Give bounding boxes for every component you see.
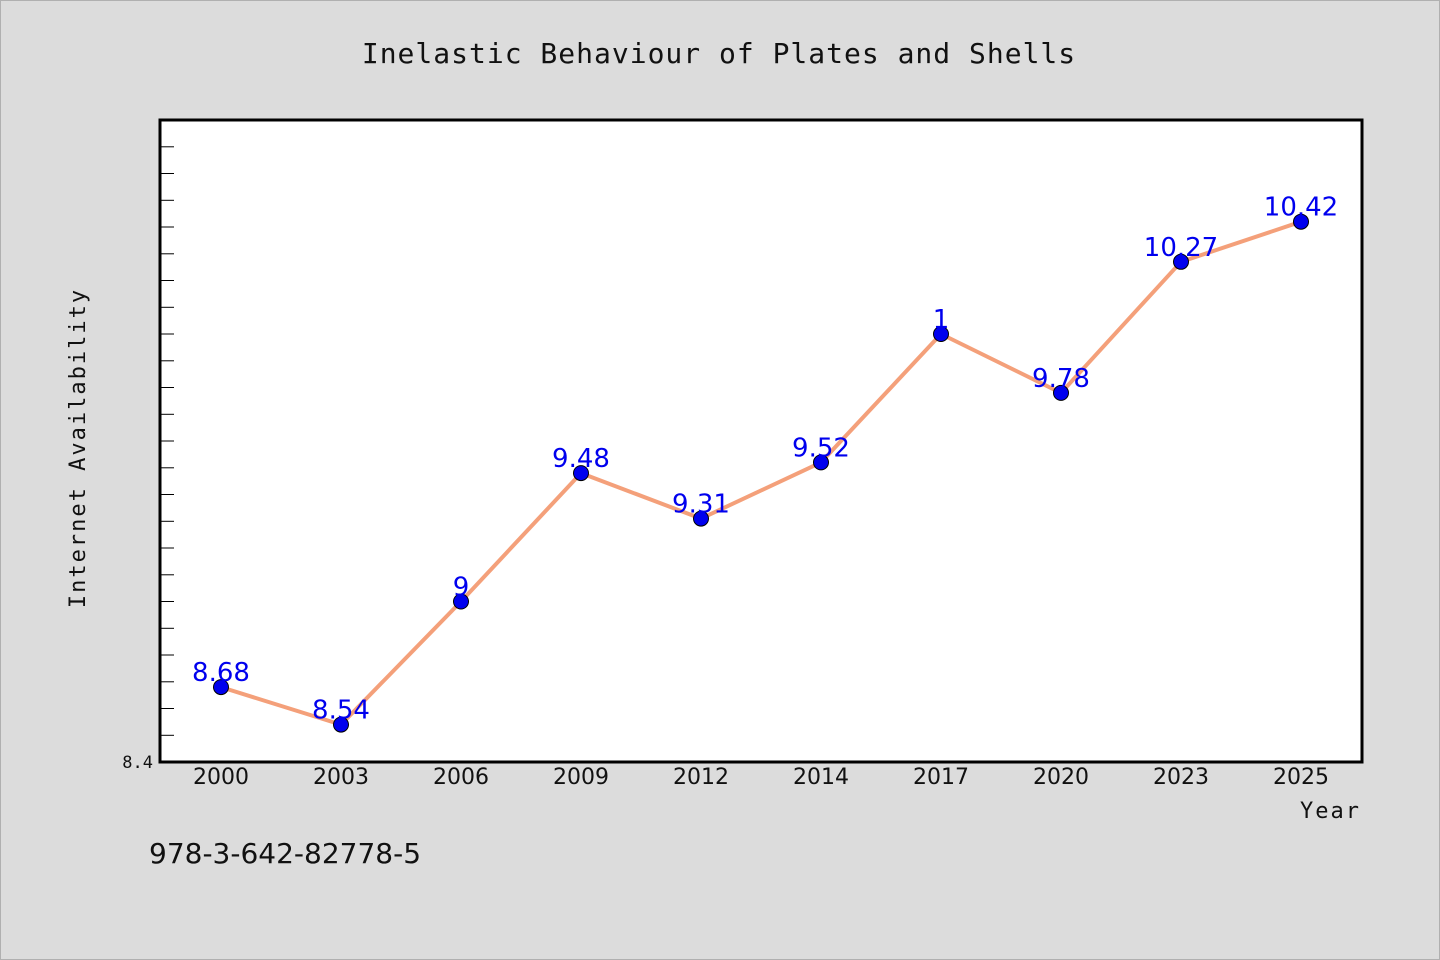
- x-tick-label: 2023: [1153, 765, 1209, 790]
- series-line: [219, 219, 1303, 727]
- data-point: [1053, 384, 1069, 401]
- data-label: 8.68: [192, 658, 250, 688]
- data-labels: 8.68 8.54 9 9.48 9.31 9.52 1 9.78 10.27 10.42: [192, 193, 1338, 726]
- series-line-group: [219, 219, 1303, 727]
- x-tick-label: 2003: [313, 765, 369, 790]
- x-tick-label: 2012: [673, 765, 729, 790]
- x-tick-label: 2009: [553, 765, 609, 790]
- data-point: [453, 593, 469, 610]
- x-tick-label: 2020: [1033, 765, 1089, 790]
- data-point: [813, 454, 829, 471]
- x-tick-label: 2006: [433, 765, 489, 790]
- data-label: 9.48: [552, 444, 610, 474]
- data-label: 1: [933, 305, 950, 335]
- series-markers: [213, 213, 1309, 733]
- x-tick-label: 2017: [913, 765, 969, 790]
- y-axis-label: Internet Availability: [66, 288, 91, 608]
- x-axis-tick-labels: 2000 2003 2006 2009 2012 2014 2017 2020 2023 2025: [193, 765, 1329, 790]
- data-label: 8.54: [312, 696, 370, 726]
- data-point: [1173, 253, 1189, 270]
- data-label: 10.42: [1264, 193, 1338, 223]
- data-label: 10.27: [1144, 233, 1218, 263]
- chart-title: Inelastic Behaviour of Plates and Shells: [362, 37, 1076, 70]
- data-point: [333, 716, 349, 733]
- footer-isbn: 978-3-642-82778-5: [149, 837, 421, 870]
- data-point: [213, 679, 229, 696]
- data-point: [933, 326, 949, 342]
- y-tick-label: 8.4: [122, 753, 153, 773]
- y-axis-ticks: [160, 146, 174, 736]
- data-label: 9: [453, 573, 470, 603]
- x-tick-label: 2014: [793, 765, 849, 790]
- plot-area: [158, 118, 1364, 764]
- data-point: [1293, 213, 1309, 230]
- x-tick-label: 2025: [1273, 765, 1329, 790]
- x-tick-label: 2000: [193, 765, 249, 790]
- data-point: [573, 465, 589, 482]
- x-axis-label: Year: [1300, 799, 1361, 824]
- data-label: 9.31: [672, 490, 730, 520]
- data-point: [693, 510, 709, 527]
- data-label: 9.78: [1032, 364, 1090, 394]
- data-label: 9.52: [792, 433, 850, 463]
